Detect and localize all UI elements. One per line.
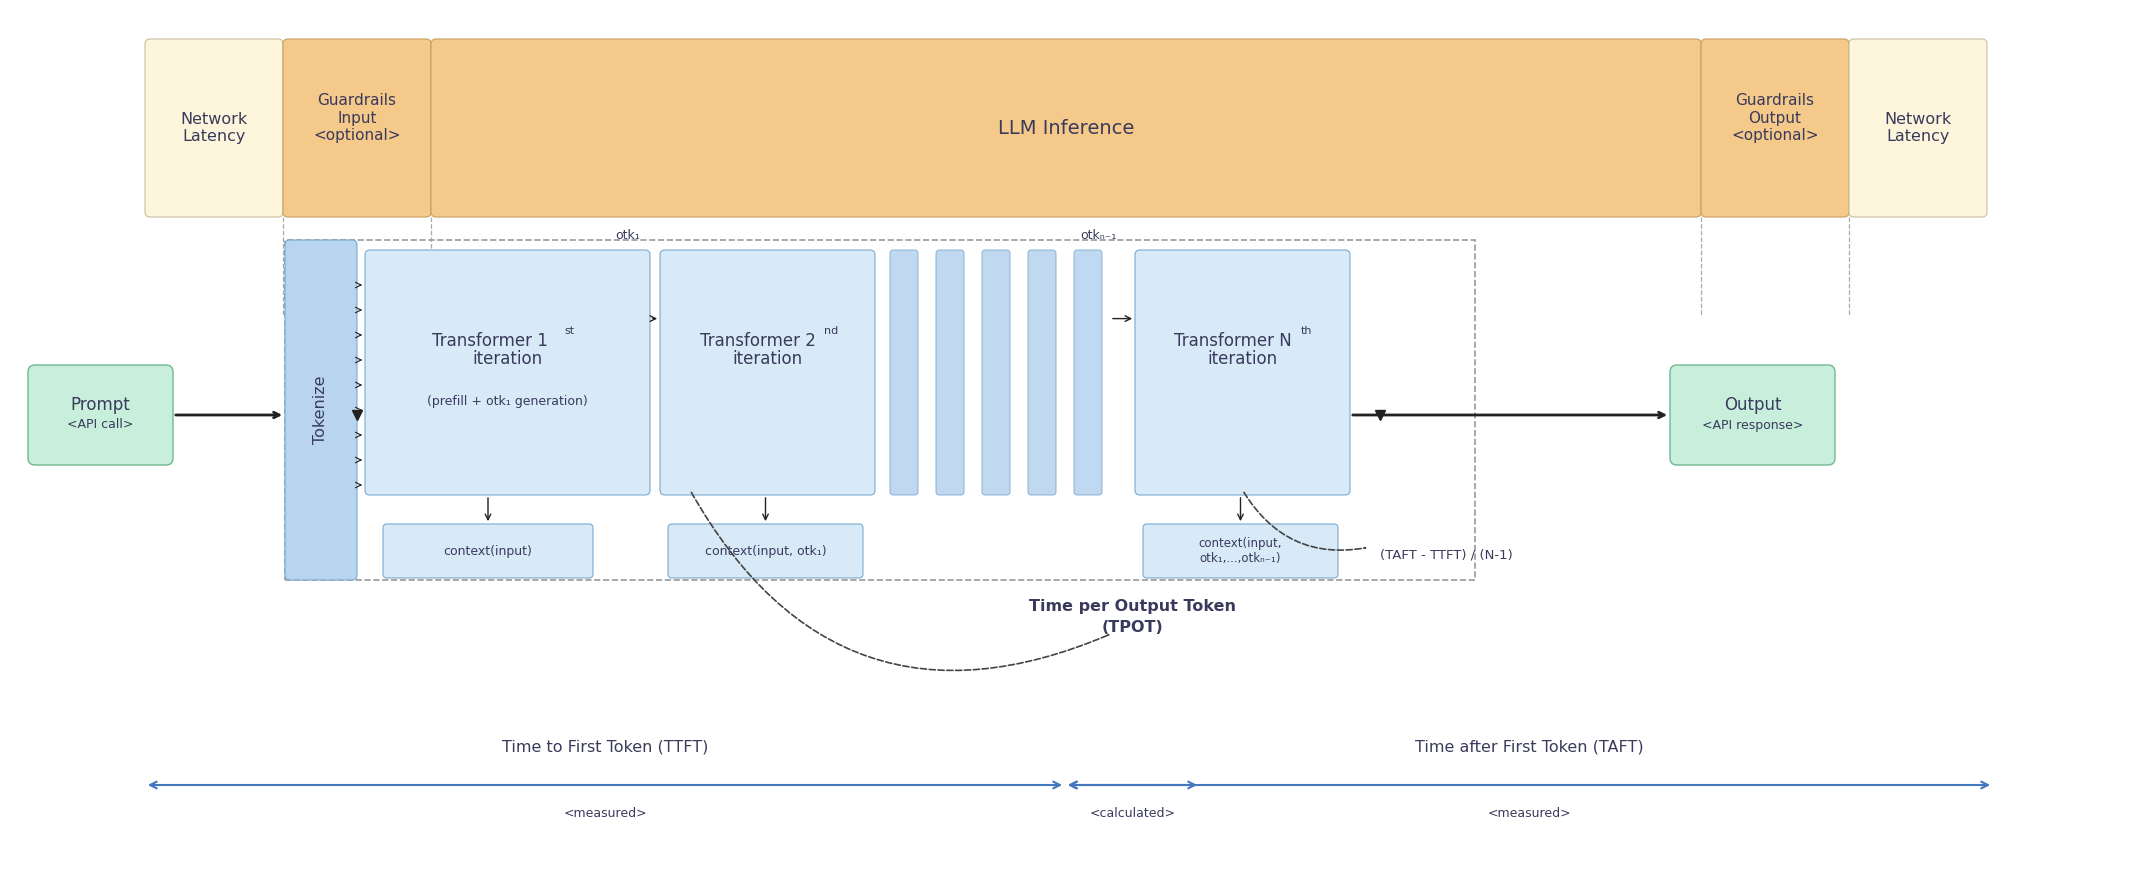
Text: <calculated>: <calculated> bbox=[1089, 807, 1176, 820]
Text: iteration: iteration bbox=[473, 350, 543, 367]
Text: (TAFT - TTFT) / (N-1): (TAFT - TTFT) / (N-1) bbox=[1380, 549, 1512, 561]
FancyArrowPatch shape bbox=[1245, 492, 1365, 550]
Text: nd: nd bbox=[824, 326, 838, 335]
Text: iteration: iteration bbox=[1206, 350, 1277, 367]
Text: <measured>: <measured> bbox=[563, 807, 646, 820]
Text: th: th bbox=[1301, 326, 1311, 335]
Bar bbox=[284, 240, 1476, 580]
FancyBboxPatch shape bbox=[1671, 365, 1835, 465]
FancyBboxPatch shape bbox=[145, 39, 282, 217]
FancyBboxPatch shape bbox=[667, 524, 862, 578]
FancyBboxPatch shape bbox=[1701, 39, 1848, 217]
Text: otk₁: otk₁ bbox=[616, 229, 640, 242]
FancyBboxPatch shape bbox=[282, 39, 430, 217]
Text: <API call>: <API call> bbox=[66, 419, 133, 432]
FancyBboxPatch shape bbox=[1142, 524, 1339, 578]
FancyBboxPatch shape bbox=[1848, 39, 1987, 217]
Text: Time per Output Token: Time per Output Token bbox=[1029, 599, 1236, 614]
Text: Transformer 2: Transformer 2 bbox=[699, 332, 815, 350]
Text: context(input): context(input) bbox=[443, 544, 533, 558]
FancyBboxPatch shape bbox=[28, 365, 173, 465]
Text: context(input,
otk₁,...,otkₙ₋₁): context(input, otk₁,...,otkₙ₋₁) bbox=[1198, 537, 1281, 565]
FancyBboxPatch shape bbox=[890, 250, 918, 495]
FancyBboxPatch shape bbox=[284, 240, 357, 580]
Text: iteration: iteration bbox=[732, 350, 802, 367]
Text: st: st bbox=[565, 326, 575, 335]
FancyBboxPatch shape bbox=[1136, 250, 1350, 495]
Text: Time to First Token (TTFT): Time to First Token (TTFT) bbox=[503, 740, 708, 755]
Text: (TPOT): (TPOT) bbox=[1102, 620, 1164, 635]
Text: Tokenize: Tokenize bbox=[314, 376, 329, 444]
FancyBboxPatch shape bbox=[366, 250, 650, 495]
Text: <measured>: <measured> bbox=[1487, 807, 1570, 820]
Text: Output: Output bbox=[1724, 396, 1782, 414]
Text: Time after First Token (TAFT): Time after First Token (TAFT) bbox=[1414, 740, 1643, 755]
Text: Guardrails
Output
<optional>: Guardrails Output <optional> bbox=[1730, 93, 1818, 142]
Text: context(input, otk₁): context(input, otk₁) bbox=[704, 544, 826, 558]
FancyBboxPatch shape bbox=[383, 524, 593, 578]
FancyBboxPatch shape bbox=[1029, 250, 1057, 495]
FancyBboxPatch shape bbox=[937, 250, 965, 495]
Text: Network
Latency: Network Latency bbox=[1884, 112, 1951, 144]
FancyBboxPatch shape bbox=[982, 250, 1010, 495]
Text: otkₙ₋₁: otkₙ₋₁ bbox=[1080, 229, 1117, 242]
Text: Network
Latency: Network Latency bbox=[180, 112, 248, 144]
FancyBboxPatch shape bbox=[1074, 250, 1102, 495]
FancyBboxPatch shape bbox=[661, 250, 875, 495]
Text: Prompt: Prompt bbox=[71, 396, 130, 414]
Text: Guardrails
Input
<optional>: Guardrails Input <optional> bbox=[312, 93, 400, 142]
FancyBboxPatch shape bbox=[430, 39, 1701, 217]
Text: Transformer 1: Transformer 1 bbox=[432, 332, 548, 350]
Text: (prefill + otk₁ generation): (prefill + otk₁ generation) bbox=[428, 396, 588, 408]
FancyArrowPatch shape bbox=[691, 492, 1108, 671]
Text: Transformer N: Transformer N bbox=[1174, 332, 1292, 350]
Text: LLM Inference: LLM Inference bbox=[997, 119, 1134, 137]
Text: <API response>: <API response> bbox=[1703, 419, 1803, 432]
